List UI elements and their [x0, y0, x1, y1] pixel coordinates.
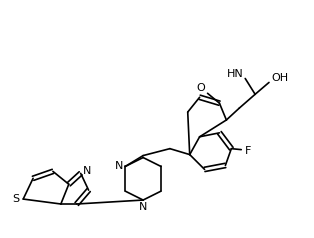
Text: S: S — [13, 194, 20, 204]
Text: N: N — [115, 161, 123, 171]
Text: N: N — [139, 202, 147, 212]
Text: F: F — [245, 146, 252, 156]
Text: HN: HN — [227, 69, 244, 79]
Text: N: N — [83, 166, 91, 176]
Text: O: O — [196, 83, 205, 93]
Text: OH: OH — [271, 74, 289, 84]
